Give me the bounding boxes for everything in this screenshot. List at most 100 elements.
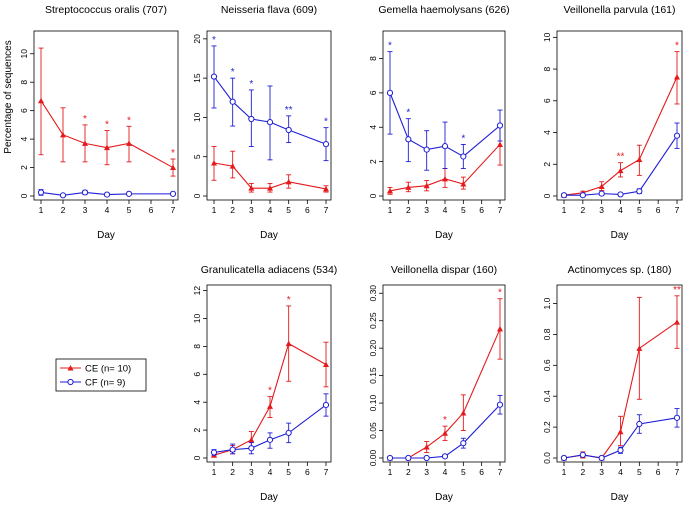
significance-mark: * bbox=[171, 148, 175, 159]
series-line-cf bbox=[213, 76, 327, 145]
data-point-ce bbox=[460, 409, 467, 416]
data-point-ce bbox=[60, 131, 66, 138]
x-tick-label: 4 bbox=[268, 467, 273, 477]
data-point-cf bbox=[81, 189, 89, 196]
y-tick-label: 6 bbox=[19, 108, 29, 113]
chart-panel-6: Veillonella dispar (160) 1 2 3 4 5 6 7 Day 0.00 0.… bbox=[368, 264, 506, 503]
y-tick-label: 2 bbox=[542, 162, 552, 167]
data-point-cf bbox=[673, 414, 681, 421]
data-point-cf bbox=[322, 141, 330, 148]
data-point-cf bbox=[125, 190, 133, 197]
x-tick-label: 6 bbox=[305, 467, 310, 477]
x-tick-label: 5 bbox=[637, 467, 642, 477]
x-tick-label: 6 bbox=[656, 205, 661, 215]
significance-mark: * bbox=[212, 35, 216, 46]
data-point-cf bbox=[248, 115, 255, 123]
chart-title: Granulicatella adiacens (534) bbox=[201, 264, 338, 276]
data-point-ce bbox=[82, 140, 88, 146]
x-tick-label: 5 bbox=[127, 205, 132, 215]
x-tick-label: 7 bbox=[675, 205, 680, 215]
legend-triangle-icon bbox=[67, 365, 74, 371]
plot-frame bbox=[382, 284, 506, 463]
significance-mark: * bbox=[675, 41, 679, 52]
plot-frame bbox=[206, 284, 332, 463]
data-point-ce bbox=[104, 144, 110, 151]
data-point-ce bbox=[442, 175, 448, 182]
x-tick-label: 5 bbox=[286, 467, 291, 477]
plot-frame bbox=[382, 30, 506, 201]
legend-label-cf: CF (n= 9) bbox=[85, 378, 125, 389]
plot-frame bbox=[556, 284, 683, 463]
significance-mark: * bbox=[443, 415, 447, 426]
significance-mark: ** bbox=[285, 105, 293, 116]
data-point-cf bbox=[322, 401, 330, 409]
legend-label-ce: CE (n= 10) bbox=[85, 364, 131, 375]
data-point-cf bbox=[617, 191, 624, 198]
data-point-ce bbox=[229, 163, 236, 169]
y-tick-label: 0.4 bbox=[542, 390, 552, 402]
data-point-ce bbox=[423, 444, 430, 450]
x-tick-label: 4 bbox=[105, 205, 110, 215]
y-tick-label: 4 bbox=[368, 125, 378, 130]
y-tick-label: 6 bbox=[542, 98, 552, 103]
x-tick-label: 1 bbox=[388, 467, 393, 477]
data-point-cf bbox=[617, 447, 624, 454]
data-point-ce bbox=[323, 185, 329, 192]
significance-mark: * bbox=[249, 79, 253, 90]
y-tick-label: 0 bbox=[192, 193, 202, 198]
data-point-cf bbox=[441, 453, 449, 460]
x-axis-label: Day bbox=[611, 492, 629, 503]
significance-mark: * bbox=[268, 386, 272, 397]
x-tick-label: 2 bbox=[580, 467, 585, 477]
x-tick-label: 6 bbox=[305, 205, 310, 215]
data-point-cf bbox=[460, 153, 467, 160]
chart-title: Veillonella dispar (160) bbox=[391, 264, 497, 276]
plot-frame bbox=[556, 30, 683, 201]
data-point-cf bbox=[386, 454, 394, 462]
data-point-cf bbox=[579, 192, 586, 199]
plot-frame bbox=[33, 30, 179, 201]
data-point-cf bbox=[285, 429, 292, 436]
x-tick-label: 4 bbox=[618, 205, 623, 215]
y-tick-label: 0.0 bbox=[542, 452, 552, 464]
chart-panel-4: Veillonella parvula (161) 1 2 3 4 5 6 7 Day 0 2 4 6 8… bbox=[542, 4, 683, 241]
significance-mark: ** bbox=[617, 152, 625, 163]
data-point-ce bbox=[423, 182, 430, 189]
y-axis-label: Percentage of sequences bbox=[3, 40, 14, 153]
series-line-ce bbox=[389, 144, 501, 192]
x-tick-label: 2 bbox=[61, 205, 66, 215]
data-point-cf bbox=[423, 146, 430, 153]
series-line-ce bbox=[213, 162, 327, 190]
x-tick-label: 4 bbox=[618, 467, 623, 477]
y-tick-label: 10 bbox=[192, 313, 202, 323]
legend-box bbox=[55, 358, 147, 392]
y-tick-label: 0.25 bbox=[368, 312, 378, 329]
significance-mark: * bbox=[406, 108, 410, 119]
data-point-cf bbox=[229, 446, 236, 453]
data-point-cf bbox=[210, 73, 218, 80]
data-point-cf bbox=[386, 89, 394, 96]
chart-panel-3: Gemella haemolysans (626) 1 2 3 4 5 6 7 Day 0 2 4 6 8… bbox=[368, 4, 510, 241]
data-point-ce bbox=[170, 164, 176, 171]
data-point-cf bbox=[405, 454, 412, 462]
data-point-ce bbox=[617, 428, 624, 435]
chart-panel-7: Actinomyces sp. (180) 1 2 3 4 5 6 7 Day 0.0 0.2 0.4… bbox=[542, 264, 683, 503]
y-tick-label: 8 bbox=[192, 344, 202, 349]
chart-title: Actinomyces sp. (180) bbox=[568, 264, 672, 276]
data-point-cf bbox=[103, 191, 111, 198]
x-axis-label: Day bbox=[260, 492, 278, 503]
x-axis-label: Day bbox=[97, 230, 115, 241]
significance-mark: * bbox=[287, 295, 291, 306]
x-tick-label: 2 bbox=[406, 205, 411, 215]
data-point-cf bbox=[285, 126, 292, 134]
series-line-cf bbox=[564, 135, 678, 196]
y-tick-label: 0.00 bbox=[368, 449, 378, 466]
y-tick-label: 0 bbox=[368, 193, 378, 198]
series-line-ce bbox=[563, 76, 678, 196]
data-point-cf bbox=[560, 454, 568, 462]
data-point-cf bbox=[169, 190, 177, 197]
y-tick-label: 12 bbox=[192, 286, 202, 296]
chart-title: Gemella haemolysans (626) bbox=[378, 4, 509, 16]
data-point-cf bbox=[496, 122, 504, 129]
